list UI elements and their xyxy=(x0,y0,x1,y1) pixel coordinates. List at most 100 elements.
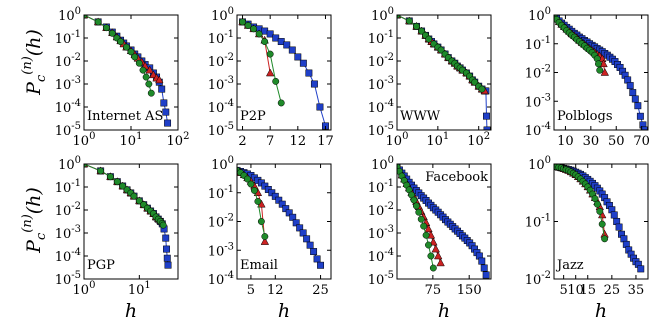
tick-base: 10 xyxy=(386,134,403,149)
tick-exponent: 2 xyxy=(183,131,189,142)
data-point xyxy=(483,112,490,120)
ylabel-main: P xyxy=(23,239,45,254)
tick-base: 10 xyxy=(368,181,385,196)
tick-base: 10 xyxy=(120,134,137,149)
ylabel-sub: c xyxy=(34,232,49,240)
tick-base: 10 xyxy=(55,227,72,242)
data-point xyxy=(285,209,293,217)
data-point xyxy=(294,53,302,61)
tick-exponent: 0 xyxy=(75,6,81,17)
y-axis-label-top: Pc(n)(h) xyxy=(20,29,49,96)
data-point xyxy=(417,215,425,223)
panel-label: WWW xyxy=(400,109,441,124)
tick-exponent: -1 xyxy=(541,35,551,46)
data-point xyxy=(296,224,304,232)
panel-label: PGP xyxy=(87,258,115,273)
tick-base: 10 xyxy=(58,9,75,24)
panel-label: Email xyxy=(240,258,278,273)
tick-label: 10-2 xyxy=(525,270,551,288)
data-point xyxy=(596,66,604,74)
tick-exponent: -4 xyxy=(384,247,394,258)
tick-label: 10-1 xyxy=(525,35,551,53)
data-point xyxy=(127,48,135,56)
tick-label: 10-4 xyxy=(208,98,234,116)
series-line xyxy=(84,15,169,124)
tick-label: 10-1 xyxy=(368,29,394,47)
panel-label: P2P xyxy=(240,109,266,124)
tick-exponent: -3 xyxy=(384,224,394,235)
tick-label: 15 xyxy=(579,283,596,298)
data-point xyxy=(640,126,648,130)
data-point xyxy=(272,77,280,85)
tick-exponent: -3 xyxy=(541,92,551,103)
data-point xyxy=(615,223,623,231)
tick-exponent: 0 xyxy=(388,155,394,166)
ylabel-arg: (h) xyxy=(23,29,45,56)
tick-base: 10 xyxy=(525,67,542,82)
series-circle xyxy=(397,164,437,272)
data-point xyxy=(288,46,296,54)
tick-exponent: -2 xyxy=(224,213,234,224)
data-point xyxy=(239,18,246,26)
tick-base: 10 xyxy=(528,158,545,173)
series-circle xyxy=(239,18,285,107)
data-point xyxy=(272,34,280,42)
data-point xyxy=(626,82,634,90)
tick-label: 100 xyxy=(58,155,81,173)
tick-label: 50 xyxy=(608,134,625,149)
tick-label: 10-3 xyxy=(208,241,234,259)
data-point xyxy=(130,192,138,200)
data-point xyxy=(436,258,445,267)
data-point xyxy=(418,27,426,35)
tick-label: 10-2 xyxy=(208,213,234,231)
data-point xyxy=(600,67,610,76)
tick-label: 35 xyxy=(628,283,645,298)
data-point xyxy=(260,237,270,245)
tick-exponent: -2 xyxy=(224,52,234,63)
tick-label: 10-5 xyxy=(55,121,81,139)
tick-exponent: 2 xyxy=(484,131,490,142)
tick-base: 10 xyxy=(371,158,388,173)
tick-label: 10-3 xyxy=(368,224,394,242)
tick-base: 10 xyxy=(55,124,72,139)
tick-exponent: -2 xyxy=(384,52,394,63)
data-point xyxy=(282,205,290,213)
data-point xyxy=(483,126,491,130)
data-point xyxy=(277,99,285,107)
data-point xyxy=(147,89,155,97)
data-point xyxy=(433,251,443,260)
tick-exponent: -5 xyxy=(384,270,394,281)
tick-label: 102 xyxy=(167,131,190,149)
data-point xyxy=(631,95,639,103)
tick-label: 12 xyxy=(267,283,284,298)
data-point xyxy=(306,241,314,249)
data-point xyxy=(478,257,486,265)
data-point xyxy=(145,65,154,74)
data-point xyxy=(299,229,307,237)
tick-label: 10-3 xyxy=(55,75,81,93)
tick-label: 100 xyxy=(528,155,551,173)
tick-label: 10-2 xyxy=(208,52,234,70)
tick-base: 10 xyxy=(368,227,385,242)
data-point xyxy=(610,211,618,219)
tick-base: 10 xyxy=(55,78,72,93)
tick-label: 12 xyxy=(290,134,307,149)
tick-label: 10-4 xyxy=(55,98,81,116)
axes-frame xyxy=(396,163,492,280)
data-point xyxy=(313,255,321,263)
tick-base: 10 xyxy=(525,216,542,231)
axes-frame xyxy=(236,14,332,131)
tick-base: 10 xyxy=(368,124,385,139)
x-axis-label-col1: h xyxy=(125,300,137,322)
tick-label: 100 xyxy=(528,6,551,24)
data-point xyxy=(310,80,318,88)
tick-exponent: -3 xyxy=(384,75,394,86)
data-point xyxy=(155,75,164,84)
y-axis-label-bottom: Pc(n)(h) xyxy=(20,187,49,254)
series-square xyxy=(397,164,490,279)
tick-exponent: 1 xyxy=(136,131,142,142)
data-point xyxy=(424,224,433,233)
